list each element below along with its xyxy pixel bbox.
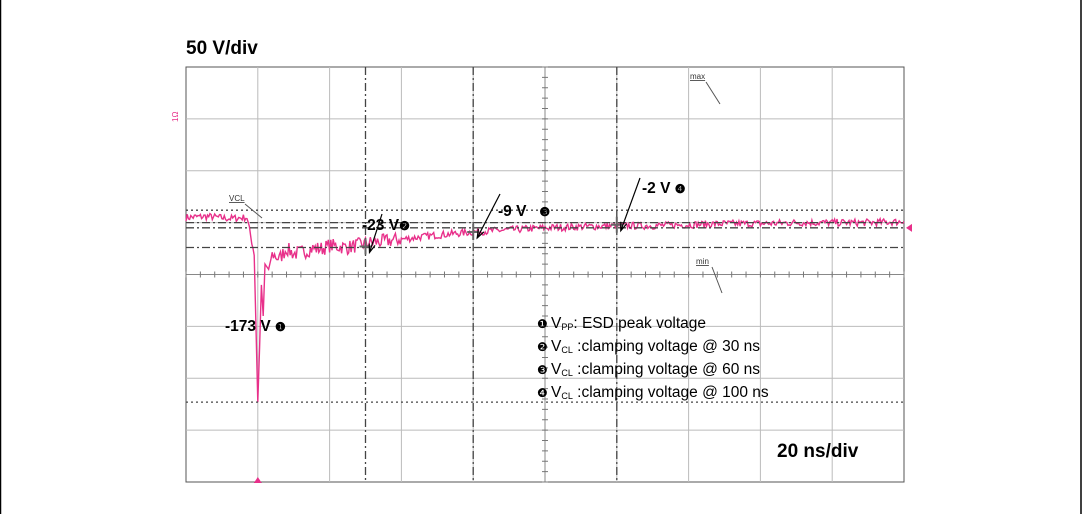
legend-item-3: ❸ VCL :clamping voltage @ 60 ns <box>537 361 761 378</box>
marker-label-1: -173 V ❶ <box>225 318 286 335</box>
arrowhead-2 <box>368 243 376 255</box>
marker-label-2: -23 V❷ <box>362 217 410 234</box>
arrow-2 <box>368 213 383 253</box>
arrow-3 <box>476 193 501 239</box>
max-tag-leader <box>705 81 721 105</box>
cross-marker-3 <box>467 223 480 240</box>
legend: ❶ VPP: ESD peak voltage ❷ VCL :clamping vo… <box>537 314 769 406</box>
trigger-marker <box>253 477 262 483</box>
channel-tag: 1Ω <box>171 112 180 122</box>
legend-item-2: ❷ VCL :clamping voltage @ 30 ns <box>537 338 761 355</box>
arrowhead-4 <box>620 221 628 233</box>
cursor-marks: max min VCL 1Ω <box>171 67 912 483</box>
x-scale-label: 20 ns/div <box>777 441 859 462</box>
arrowhead-3 <box>476 228 485 240</box>
min-tag-leader <box>711 266 723 294</box>
level-marker <box>906 223 912 232</box>
vcl-tag: VCL <box>229 194 245 203</box>
vcl-tag-leader <box>244 203 263 219</box>
min-tag: min <box>696 257 709 266</box>
arrow-4 <box>620 177 641 231</box>
marker-label-4: -2 V ❹ <box>642 180 686 197</box>
legend-item-4: ❹ VCL :clamping voltage @ 100 ns <box>537 384 769 401</box>
legend-item-1: ❶ VPP: ESD peak voltage <box>537 315 707 332</box>
marker-label-3: -9 V ❸ <box>498 203 551 220</box>
grid <box>185 66 905 483</box>
y-scale-label: 50 V/div <box>186 38 258 59</box>
max-tag: max <box>690 72 705 81</box>
